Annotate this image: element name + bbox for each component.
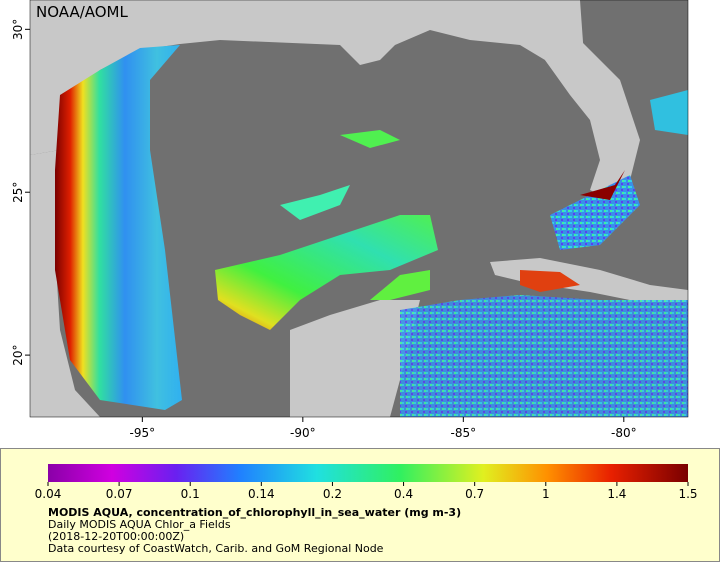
colorbar-tick-label: 0.07: [106, 487, 133, 501]
chlorophyll-caribbean: [400, 295, 688, 417]
colorbar-tick-label: 0.1: [181, 487, 200, 501]
land-cuba: [490, 258, 688, 302]
colorbar-tick-label: 0.14: [248, 487, 275, 501]
chlorophyll-bahamas: [650, 90, 688, 135]
chlorophyll-patch: [340, 130, 400, 148]
land-florida: [545, 40, 640, 200]
land-yucatan: [290, 300, 420, 417]
chlorophyll-patch: [280, 185, 350, 220]
lon-tick-label: -90°: [290, 426, 316, 440]
caption-title: MODIS AQUA, concentration_of_chlorophyll…: [48, 506, 461, 519]
map: NOAA/AOML: [30, 0, 688, 417]
colorbar-tick-label: 1.4: [607, 487, 626, 501]
map-frame: [29, 0, 689, 418]
chlorophyll-west: [55, 45, 182, 410]
caption-line: Data courtesy of CoastWatch, Carib. and …: [48, 542, 384, 555]
lat-tick-label: 25°: [11, 182, 25, 203]
lat-tick-label: 20°: [11, 344, 25, 365]
colorbar-tick-label: 0.4: [394, 487, 413, 501]
colorbar-tick-label: 1.5: [678, 487, 697, 501]
lat-tick-label: 30°: [11, 19, 25, 40]
chlorophyll-band: [215, 215, 438, 330]
colorbar-tick-label: 0.04: [35, 487, 62, 501]
colorbar-tick-label: 0.2: [323, 487, 342, 501]
chlorophyll-cuba-coast: [520, 270, 580, 292]
colorbar: [48, 464, 688, 482]
land-mexico: [30, 150, 100, 417]
lon-tick-label: -95°: [130, 426, 156, 440]
land-north: [30, 0, 585, 155]
lon-tick-label: -85°: [451, 426, 477, 440]
credit: NOAA/AOML: [36, 3, 129, 21]
caption-line: (2018-12-20T00:00:00Z): [48, 530, 184, 543]
chlorophyll-coast: [580, 170, 625, 200]
lon-tick-label: -80°: [611, 426, 637, 440]
chlorophyll-patch: [370, 270, 430, 300]
caption-line: Daily MODIS AQUA Chlor_a Fields: [48, 518, 231, 531]
chlorophyll-east: [550, 175, 640, 250]
generated: -95° -90° -85° -80° 30° 25° 20° 0.04 0.07 0.1 0.14…: [11, 19, 698, 555]
colorbar-tick-label: 0.7: [465, 487, 484, 501]
colorbar-tick-label: 1: [542, 487, 550, 501]
